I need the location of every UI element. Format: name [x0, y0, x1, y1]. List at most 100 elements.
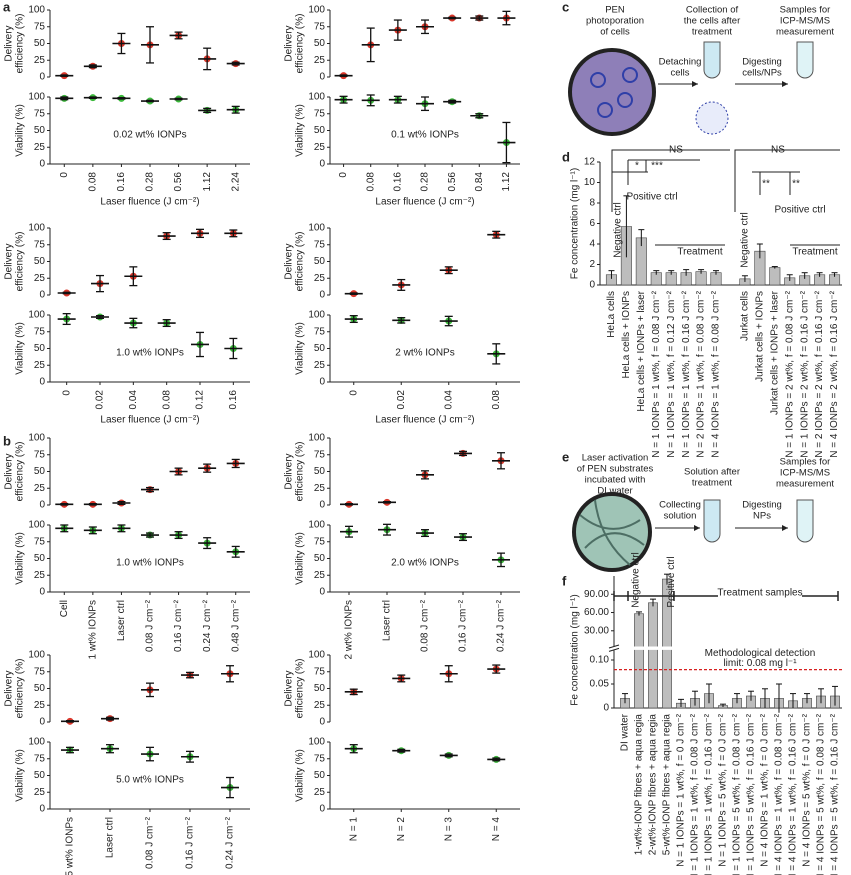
x-tick-label: 0.24 J cm⁻² [225, 816, 236, 869]
x-tick-label: 0.16 J cm⁻² [185, 816, 196, 869]
y-tick-label: 25 [34, 142, 46, 153]
annotation: 2.0 wt% IONPs [391, 558, 459, 569]
x-tick-label: HeLa cells + IONPs + laser [636, 290, 647, 411]
y-tick-label: 50 [314, 125, 326, 136]
cell-icon [590, 72, 606, 88]
annotation: * [635, 161, 639, 172]
tube [703, 499, 721, 543]
y-axis-label: Delivery [284, 453, 295, 489]
y-tick-label: 50 [314, 466, 326, 477]
x-tick-label: 0.16 J cm⁻² [173, 599, 184, 652]
y-tick-label: 100 [28, 433, 45, 444]
y-tick-label: 50 [34, 256, 46, 267]
y-tick-label: 50 [314, 553, 326, 564]
y-tick-label: 0 [319, 717, 325, 728]
y-tick-label: 25 [34, 700, 46, 711]
y-tick-label: 25 [314, 142, 326, 153]
y-axis-label: Delivery [4, 243, 15, 279]
y-tick-label: 25 [314, 360, 326, 371]
annotation: Positive ctrl [666, 556, 677, 607]
y-tick-label: 12 [584, 157, 596, 168]
y-axis-label: Viability (%) [15, 322, 26, 375]
y-axis-label: Delivery [4, 25, 15, 61]
x-tick-label: 5-wt%-IONP fibres + aqua regia [662, 714, 673, 856]
y-tick-label: 90.00 [584, 589, 609, 600]
annotation: Treatment [677, 247, 722, 258]
tube [703, 41, 721, 79]
x-tick-label: N = 4 IONPs = 1 wt%, f = 0.08 J cm⁻² [711, 290, 722, 457]
annotation: 5.0 wt% IONPs [116, 775, 184, 786]
y-tick-label: 4 [589, 239, 595, 250]
x-tick-label: 0 [338, 172, 349, 178]
x-tick-label: N = 1 IONPs = 1 wt%, f = 0.12 J cm⁻² [666, 290, 677, 457]
step-text: of PEN substrates [577, 464, 654, 475]
y-tick-label: 6 [589, 218, 595, 229]
y-tick-label: 50 [34, 553, 46, 564]
x-tick-label: N = 4 IONPs = 2 wt%, f = 0.16 J cm⁻² [829, 290, 840, 457]
x-tick-label: 0.84 [474, 172, 485, 192]
y-tick-label: 0 [39, 804, 45, 815]
x-tick-label: 0.24 J cm⁻² [202, 599, 213, 652]
annotation: Negative ctrl [613, 202, 624, 258]
x-tick-label: 0.08 J cm⁻² [420, 599, 431, 652]
y-tick-label: 75 [34, 536, 46, 547]
y-tick-label: 100 [28, 92, 45, 103]
y-tick-label: 0 [319, 159, 325, 170]
y-axis-label: Fe concentration (mg l⁻¹) [570, 594, 581, 705]
x-tick-label: 5 wt% IONPs [65, 817, 76, 875]
y-tick-label: 75 [314, 536, 326, 547]
y-tick-label: 10 [584, 177, 596, 188]
step-text: of cells [600, 27, 630, 38]
y-tick-label: 0 [39, 159, 45, 170]
annotation: ** [762, 179, 770, 190]
y-tick-label: 75 [314, 108, 326, 119]
bar [648, 602, 658, 709]
x-tick-label: N = 2 IONPs = 2 wt%, f = 0.16 J cm⁻² [814, 290, 825, 457]
x-tick-label: 1 wt% IONPs [87, 600, 98, 659]
label-bg [718, 586, 802, 599]
y-tick-label: 25 [314, 55, 326, 66]
x-tick-label: 0.08 [365, 172, 376, 192]
y-tick-label: 100 [28, 223, 45, 234]
x-tick-label: 0.08 [491, 390, 502, 410]
y-tick-label: 100 [308, 737, 325, 748]
annotation: Treatment [792, 247, 837, 258]
y-tick-label: 25 [314, 700, 326, 711]
x-tick-label: N = 1 IONPs = 1 wt%, f = 0.16 J cm⁻² [704, 713, 715, 875]
x-axis-label: Laser fluence (J cm⁻²) [375, 415, 474, 426]
y-tick-label: 50 [34, 125, 46, 136]
x-tick-label: N = 2 [396, 817, 407, 842]
cell-icon [617, 92, 633, 108]
y-tick-label: 50 [314, 343, 326, 354]
y-tick-label: 100 [28, 310, 45, 321]
x-tick-label: 0.24 J cm⁻² [496, 599, 507, 652]
x-tick-label: N = 1 IONPs = 2 wt%, f = 0.08 J cm⁻² [784, 290, 795, 457]
y-axis-label: Delivery [4, 670, 15, 706]
y-tick-label: 0 [39, 500, 45, 511]
y-tick-label: 100 [308, 310, 325, 321]
x-tick-label: N = 3 [443, 817, 454, 842]
y-axis-label: Viability (%) [15, 749, 26, 802]
arrow-head [782, 81, 788, 87]
x-tick-label: 0.56 [173, 172, 184, 192]
y-axis-label: Viability (%) [295, 749, 306, 802]
y-tick-label: 0 [319, 804, 325, 815]
annotation: 0.1 wt% IONPs [391, 130, 459, 141]
y-axis-label: efficiency (%) [15, 659, 26, 719]
x-tick-label: N = 4 IONPs = 5 wt%, f = 0.08 J cm⁻² [816, 713, 827, 875]
step-text: the cells after [684, 16, 741, 27]
x-tick-label: Jurkat cells + IONPs [755, 291, 766, 382]
detection-label: Methodological detection [705, 648, 816, 659]
x-tick-label: 0 [61, 390, 72, 396]
y-tick-label: 25 [34, 273, 46, 284]
cell-icon [597, 102, 613, 118]
y-tick-label: 60.00 [584, 607, 609, 618]
x-tick-label: 0.16 [228, 390, 239, 410]
x-tick-label: Cell [59, 600, 70, 617]
x-tick-label: N = 1 IONPs = 1 wt%, f = 0.16 J cm⁻² [681, 290, 692, 457]
y-axis-label: efficiency (%) [15, 442, 26, 502]
arrow-text: cells/NPs [742, 68, 782, 79]
y-tick-label: 75 [34, 449, 46, 460]
x-tick-label: 0.16 [116, 172, 127, 192]
y-axis-label: efficiency (%) [295, 659, 306, 719]
